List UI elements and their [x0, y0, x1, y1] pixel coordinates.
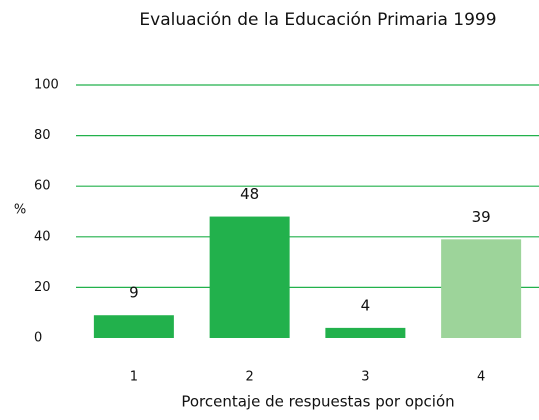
y-tick-label: 100	[34, 78, 59, 93]
bar	[209, 216, 290, 338]
data-label: 39	[472, 208, 491, 226]
data-label: 4	[361, 296, 371, 314]
y-tick-label: 60	[34, 179, 51, 194]
bar	[441, 239, 522, 338]
bar	[93, 315, 174, 338]
x-tick-label: 1	[130, 370, 138, 385]
data-label: 9	[129, 284, 139, 302]
y-tick-label: 0	[34, 331, 42, 346]
x-tick-label: 3	[361, 370, 369, 385]
y-axis-label: %	[14, 203, 26, 218]
x-tick-label: 4	[477, 370, 485, 385]
bar	[325, 327, 406, 338]
y-tick-label: 80	[34, 128, 51, 143]
y-tick-label: 20	[34, 280, 51, 295]
x-axis-label: Porcentaje de respuestas por opción	[181, 393, 454, 411]
x-tick-label: 2	[245, 370, 253, 385]
data-label: 48	[240, 185, 259, 203]
y-tick-label: 40	[34, 229, 51, 244]
chart-title: Evaluación de la Educación Primaria 1999	[139, 10, 496, 30]
